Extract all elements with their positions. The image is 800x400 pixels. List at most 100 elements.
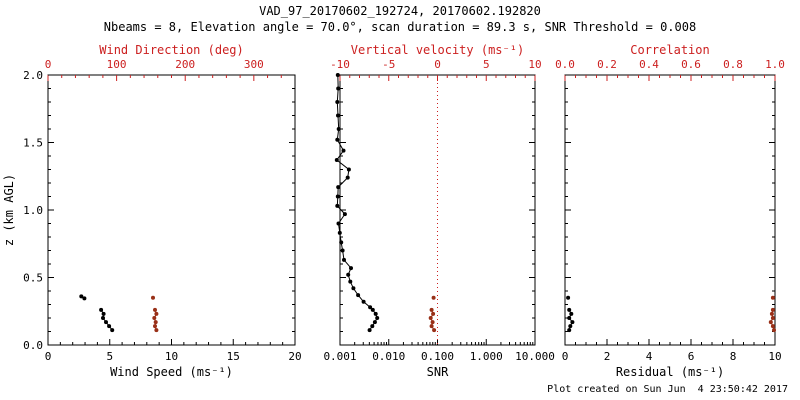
svg-text:1.0: 1.0 (23, 204, 43, 217)
svg-text:1.5: 1.5 (23, 137, 43, 150)
data-point (430, 320, 435, 325)
data-point (770, 307, 775, 312)
data-point (368, 305, 373, 310)
svg-text:0.0: 0.0 (555, 58, 575, 71)
data-point (335, 137, 340, 142)
svg-text:10: 10 (768, 350, 781, 363)
data-point (356, 293, 361, 298)
data-point (101, 316, 105, 320)
panel-residual: 0 2 4 6 8 10 Residual (ms⁻¹) 0.0 0.2 0.4 0.6 0.8 1.0… (555, 43, 785, 379)
svg-text:0.6: 0.6 (681, 58, 701, 71)
svg-text:300: 300 (244, 58, 264, 71)
snr-top-axis-title: Vertical velocity (ms⁻¹) (351, 43, 524, 57)
data-point (335, 194, 340, 199)
data-point (373, 311, 378, 316)
data-point (370, 307, 375, 312)
data-point (567, 328, 572, 333)
data-point (361, 299, 366, 304)
data-point (335, 73, 340, 77)
svg-text:5: 5 (106, 350, 113, 363)
svg-text:0: 0 (434, 58, 441, 71)
data-point (339, 240, 344, 245)
data-point (342, 257, 346, 262)
data-point (375, 316, 380, 320)
svg-text:0.100: 0.100 (421, 350, 454, 363)
data-point (153, 320, 158, 325)
svg-text:200: 200 (175, 58, 195, 71)
data-point (770, 295, 775, 300)
data-point (334, 158, 339, 162)
data-point (153, 324, 157, 329)
svg-text:0.2: 0.2 (597, 58, 617, 71)
data-point (351, 286, 356, 291)
svg-text:10: 10 (165, 350, 178, 363)
data-point (342, 212, 347, 217)
data-point (346, 167, 351, 172)
data-point (337, 230, 342, 235)
data-point (372, 320, 377, 325)
data-point (99, 307, 104, 312)
data-point (570, 320, 575, 325)
data-point (431, 295, 436, 300)
svg-text:2.0: 2.0 (23, 69, 43, 82)
data-point (429, 324, 434, 329)
svg-text:1.000: 1.000 (470, 350, 503, 363)
data-point (346, 272, 351, 277)
data-point (432, 328, 437, 333)
data-point (567, 316, 572, 320)
svg-text:4: 4 (646, 350, 653, 363)
data-point (367, 328, 372, 333)
svg-text:10.000: 10.000 (515, 350, 555, 363)
data-point (110, 328, 115, 333)
svg-text:100: 100 (107, 58, 127, 71)
svg-text:0.0: 0.0 (23, 339, 43, 352)
svg-text:0: 0 (45, 58, 52, 71)
data-point (428, 316, 433, 320)
svg-text:0.5: 0.5 (23, 272, 43, 285)
svg-text:-10: -10 (330, 58, 350, 71)
snr-bottom-axis-title: SNR (427, 365, 449, 379)
y-axis-title: z (km AGL) (2, 174, 16, 246)
wind-y-axis: 0.0 0.5 1.0 1.5 2.0 (23, 69, 295, 352)
data-point (370, 324, 375, 329)
wind-top-axis-title: Wind Direction (deg) (99, 43, 244, 57)
plot-frame (47, 74, 296, 346)
data-point (349, 266, 353, 271)
svg-text:2: 2 (604, 350, 611, 363)
panel-wind: 0 5 10 15 20 Wind Speed (ms⁻¹) 0 100 200 300Wind … (23, 43, 302, 379)
data-point (566, 295, 571, 300)
data-point (153, 307, 157, 312)
data-point (769, 311, 774, 316)
data-point (341, 148, 346, 153)
data-point (107, 324, 112, 329)
svg-text:-5: -5 (382, 58, 395, 71)
residual-bottom-axis: 0 2 4 6 8 10 Residual (ms⁻¹) (562, 339, 782, 379)
data-point (336, 185, 341, 190)
wind-bottom-axis: 0 5 10 15 20 Wind Speed (ms⁻¹) (45, 339, 302, 379)
data-point (336, 86, 341, 91)
plot-created-timestamp: Plot created on Sun Jun 4 23:50:42 2017 (547, 384, 788, 395)
svg-text:8: 8 (730, 350, 737, 363)
residual-y-axis (565, 74, 775, 346)
residual-bottom-axis-title: Residual (ms⁻¹) (616, 365, 724, 379)
svg-text:0.001: 0.001 (323, 350, 356, 363)
data-point (335, 100, 340, 104)
data-point (348, 279, 353, 284)
data-point (336, 113, 340, 118)
data-point (104, 320, 108, 325)
data-point (154, 328, 159, 333)
data-point (768, 320, 773, 325)
svg-text:0.010: 0.010 (372, 350, 405, 363)
residual-top-axis: 0.0 0.2 0.4 0.6 0.8 1.0 Correlation (555, 43, 785, 81)
series-wind-direction (151, 295, 159, 333)
svg-text:0.8: 0.8 (723, 58, 743, 71)
data-point (770, 316, 775, 320)
svg-text:0: 0 (562, 350, 569, 363)
plot-frame (564, 74, 776, 346)
series-snr-profile (334, 73, 380, 333)
snr-top-axis: -10 -5 0 5 10 Vertical velocity (ms⁻¹) (330, 43, 542, 81)
svg-text:20: 20 (288, 350, 301, 363)
svg-text:0.4: 0.4 (639, 58, 659, 71)
data-point (335, 203, 340, 208)
